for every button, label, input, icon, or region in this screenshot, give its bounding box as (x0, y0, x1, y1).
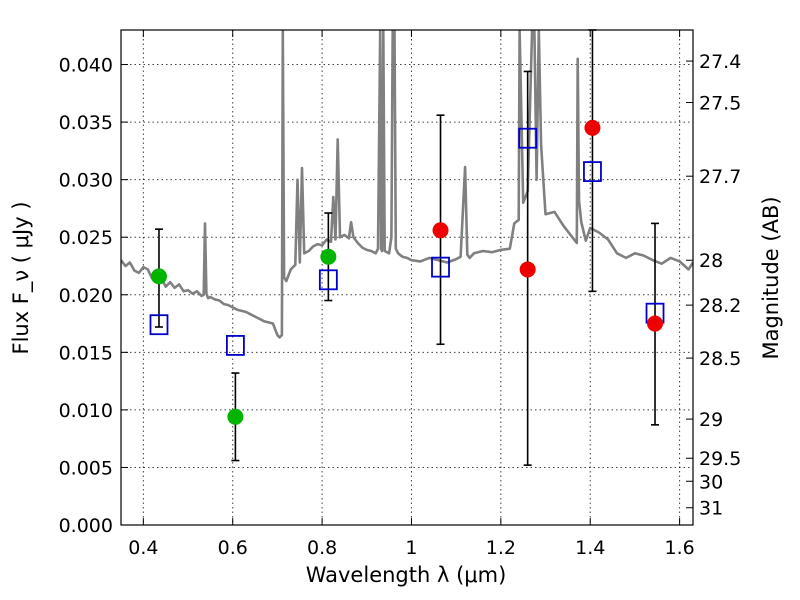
y-tick-label: 0.030 (59, 170, 113, 192)
green-point (320, 248, 337, 265)
right-axis-label: Magnitude (AB) (759, 196, 783, 359)
model-square-marker (583, 161, 602, 182)
right-axis-ticks: 27.4 27.5 27.7 28 28.2 28.5 29 29.530 31 (686, 51, 741, 520)
right-tick-label: 27.4 (699, 51, 741, 73)
model-square-marker (518, 127, 538, 149)
y-tick-label: 0.005 (59, 457, 113, 479)
right-tick-label: 28.2 (699, 295, 741, 317)
y-tick-label: 0.035 (59, 112, 113, 134)
right-tick-label: 28 (699, 250, 723, 272)
x-tick-label: 1.6 (664, 537, 694, 559)
right-tick-label: 27.7 (699, 166, 741, 188)
y-tick-label: 0.000 (59, 515, 113, 537)
error-bars (154, 29, 660, 466)
red-point (432, 222, 449, 239)
right-tick-label: 28.5 (699, 348, 741, 370)
x-axis-ticks: 0.4 0.6 0.8 1 1.2 1.4 1.6 (128, 30, 695, 559)
x-tick-label: 0.6 (218, 537, 248, 559)
green-point (227, 408, 244, 425)
y-tick-label: 0.015 (59, 342, 113, 364)
green-point (150, 268, 167, 285)
markers (149, 119, 665, 425)
red-point (647, 315, 664, 332)
red-point (519, 261, 536, 278)
y-axis-label: Flux F_ν ( μJy ) (9, 201, 34, 354)
y-tick-label: 0.010 (59, 400, 113, 422)
right-tick-label: 29 (699, 409, 723, 431)
y-tick-label: 0.040 (59, 55, 113, 77)
x-tick-label: 1.2 (486, 537, 516, 559)
y-tick-label: 0.025 (59, 227, 113, 249)
spectrum-line (121, 30, 693, 339)
spectrum-layer (121, 30, 693, 339)
model-square-marker (318, 269, 338, 291)
model-square-marker (149, 314, 169, 336)
model-square-marker (431, 256, 450, 278)
x-tick-label: 1.4 (575, 537, 605, 559)
y-tick-label: 0.020 (59, 285, 113, 307)
x-axis-label: Wavelength λ (μm) (306, 563, 507, 587)
right-tick-label: 30 (699, 471, 723, 493)
right-tick-label: 31 (699, 498, 723, 520)
right-tick-label: 29.5 (699, 448, 741, 470)
grid-lines (121, 30, 693, 526)
plot-frame (120, 29, 694, 526)
red-point (584, 119, 601, 136)
y-axis-ticks: 0.000 0.005 0.010 0.015 0.020 0.025 0.030 0.035… (59, 55, 128, 537)
x-tick-label: 1 (405, 537, 417, 559)
x-tick-label: 0.4 (128, 537, 158, 559)
model-square-marker (225, 335, 245, 356)
right-tick-label: 27.5 (699, 93, 741, 115)
x-tick-label: 0.8 (307, 537, 337, 559)
